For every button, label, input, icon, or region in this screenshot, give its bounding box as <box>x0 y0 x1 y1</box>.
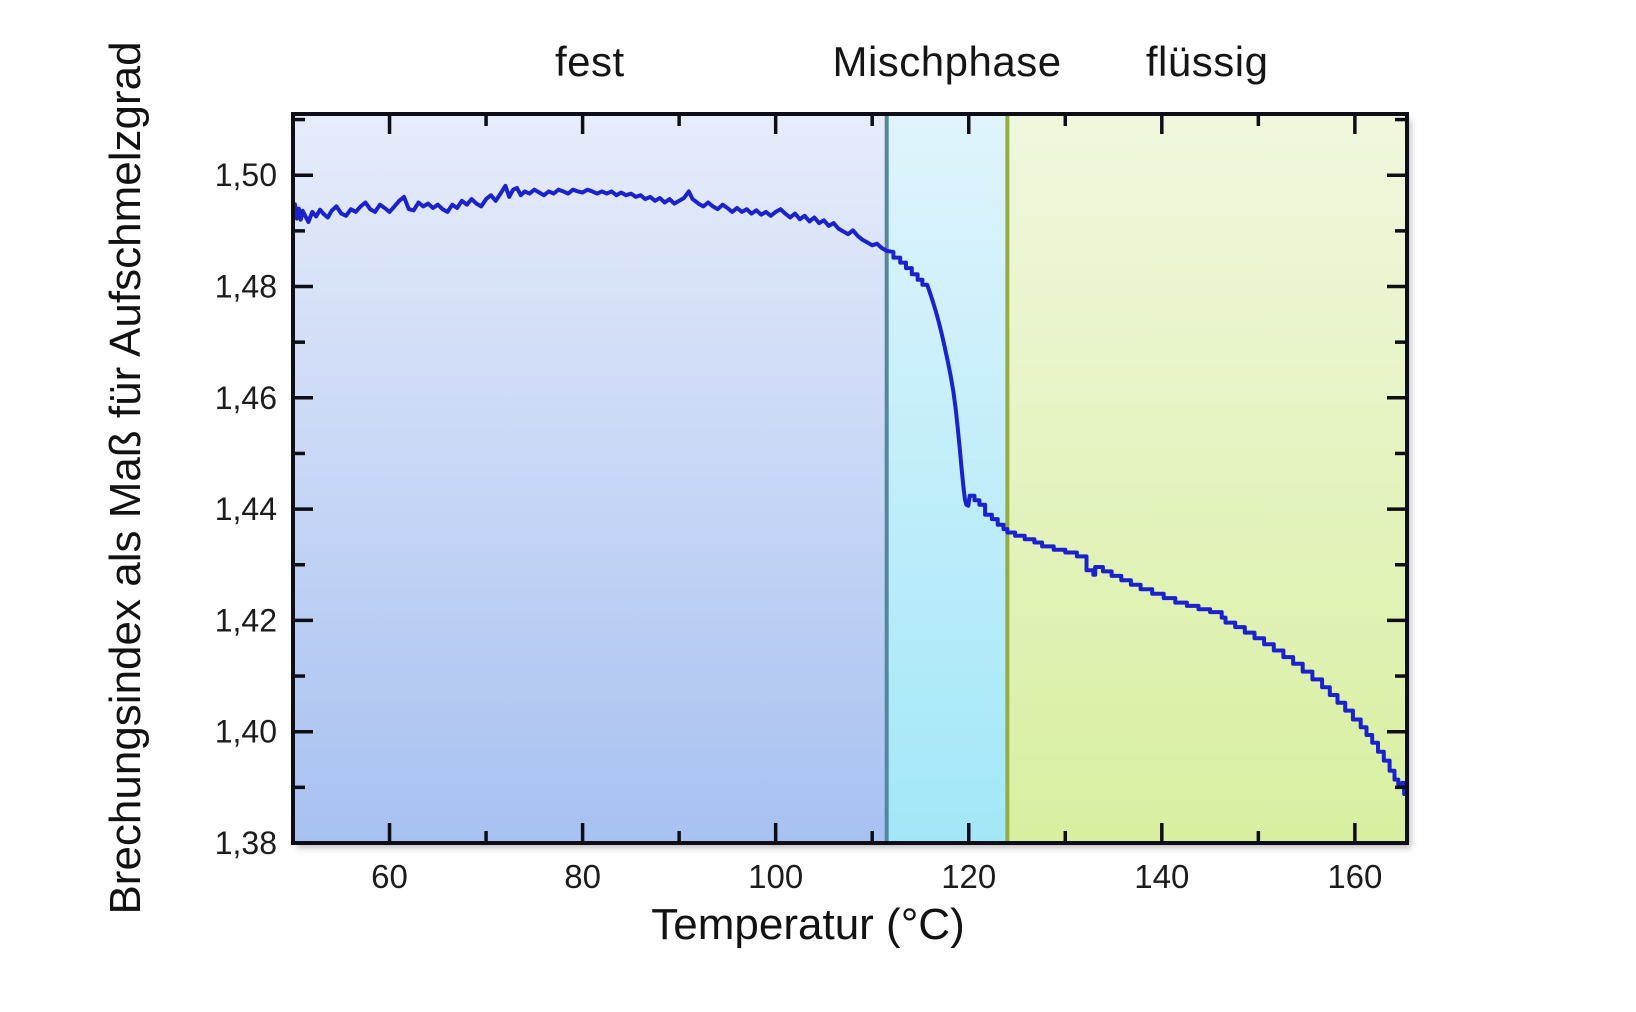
region-label-mischphase: Mischphase <box>832 38 1062 85</box>
phase-region-1 <box>886 114 1008 843</box>
plot-svg: 60 80 100 120 140 160 1,38 1,40 1,42 1,44 1,46 1,48… <box>215 112 1409 895</box>
x-tick-label: 80 <box>564 858 601 895</box>
x-tick-label: 60 <box>371 858 408 895</box>
region-label-fest: fest <box>554 38 625 85</box>
data-curve <box>291 183 1408 796</box>
x-tick-label: 100 <box>748 858 803 895</box>
plot-frame <box>291 112 1409 845</box>
y-tick-label: 1,42 <box>215 602 277 638</box>
y-axis-title: Brechungsindex als Maß für Aufschmelzgra… <box>101 41 150 915</box>
y-tick-label: 1,48 <box>215 269 277 305</box>
x-tick-label: 160 <box>1327 858 1382 895</box>
y-tick-label: 1,50 <box>215 157 277 193</box>
y-tick-label: 1,40 <box>215 714 277 750</box>
y-tick-label: 1,44 <box>215 491 277 527</box>
phase-region-2 <box>1007 114 1407 843</box>
y-tick-label: 1,46 <box>215 380 277 416</box>
phase-region-0 <box>293 114 887 843</box>
y-tick-label: 1,38 <box>215 825 277 861</box>
x-tick-label: 140 <box>1134 858 1189 895</box>
x-tick-label: 120 <box>941 858 996 895</box>
region-label-fluessig: flüssig <box>1145 38 1269 85</box>
x-axis-title: Temperatur (°C) <box>651 900 965 949</box>
